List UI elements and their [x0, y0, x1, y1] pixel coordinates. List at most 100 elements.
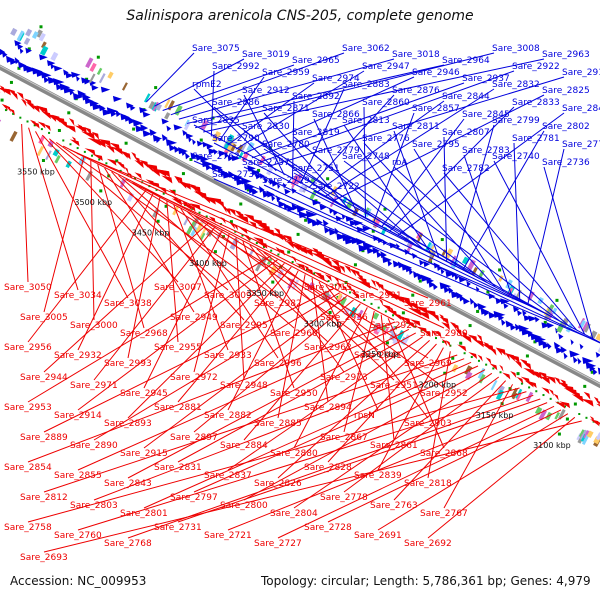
feature-box	[416, 233, 423, 244]
reverse-gene-arrow	[583, 391, 591, 400]
reverse-label-line	[93, 358, 465, 501]
forward-label-line	[243, 166, 545, 314]
tick-dot	[62, 139, 65, 142]
forward-gene-arrow	[579, 343, 584, 350]
tick-dot	[525, 354, 529, 358]
forward-label-line	[543, 166, 594, 339]
forward-label-line	[493, 160, 586, 335]
reverse-gene-arrow	[271, 232, 284, 241]
forward-label-line	[146, 52, 195, 103]
tick-dot	[528, 386, 531, 389]
reverse-gene-arrow	[234, 210, 242, 219]
reverse-label-line	[201, 218, 429, 359]
forward-gene-arrow	[291, 203, 300, 211]
forward-gene-arrow	[477, 302, 487, 310]
reverse-gene-label: Sare_2801	[120, 509, 168, 519]
reverse-label-line	[90, 160, 95, 321]
forward-gene-label: Sare_2795	[412, 140, 460, 150]
feature-box	[36, 145, 45, 157]
forward-gene-arrow	[500, 298, 510, 305]
forward-label-line	[210, 70, 215, 137]
forward-gene-arrow	[258, 185, 265, 193]
reverse-gene-arrow	[554, 377, 561, 386]
reverse-gene-arrow	[563, 387, 578, 396]
forward-gene-label: Sare_2964	[442, 56, 490, 66]
tick-dot	[270, 249, 273, 252]
reverse-label-line	[387, 318, 445, 449]
reverse-label-line	[127, 394, 534, 539]
forward-gene-arrow	[534, 335, 546, 343]
tick-dot	[555, 298, 559, 302]
tick-dot	[499, 371, 502, 374]
forward-gene-arrow	[341, 213, 346, 220]
tick-dot	[573, 402, 577, 406]
reverse-gene-label: Sare_3050	[4, 283, 52, 293]
tick-dot	[413, 325, 416, 328]
reverse-gene-arrow	[422, 309, 437, 318]
reverse-gene-arrow	[224, 207, 231, 216]
forward-gene-arrow	[92, 103, 104, 111]
reverse-gene-label: Sare_2982	[254, 299, 302, 309]
tick-dot	[305, 268, 308, 271]
reverse-gene-label: Sare_2880	[270, 449, 318, 459]
tick-dot	[363, 299, 366, 302]
reverse-gene-label: Sare_2941	[354, 351, 402, 361]
forward-gene-arrow	[9, 57, 18, 65]
reverse-gene-arrow	[208, 197, 222, 206]
feature-box	[0, 117, 2, 130]
reverse-gene-arrow	[215, 199, 225, 208]
reverse-gene-label: Sare_2760	[54, 531, 102, 541]
forward-gene-arrow	[469, 297, 475, 305]
reverse-gene-arrow	[188, 185, 201, 194]
feature-box	[356, 309, 364, 320]
tick-label: 3450 kbp	[132, 228, 170, 237]
forward-label-line	[259, 70, 515, 163]
forward-label-line	[213, 106, 342, 206]
feature-box	[505, 279, 513, 290]
reverse-label-line	[327, 343, 437, 463]
reverse-label-line	[43, 222, 209, 373]
forward-gene-arrow	[168, 144, 176, 152]
tick-dot	[239, 202, 243, 206]
tick-dot	[105, 162, 108, 165]
forward-gene-arrow	[84, 97, 94, 105]
forward-gene-arrow	[129, 104, 136, 111]
forward-gene-arrow	[262, 190, 270, 198]
forward-gene-arrow	[417, 273, 426, 281]
tick-label: 3150 kbp	[476, 411, 514, 420]
reverse-gene-label: Sare_2831	[154, 463, 202, 473]
reverse-gene-arrow	[331, 259, 340, 268]
forward-gene-arrow	[255, 173, 262, 180]
tick-dot	[476, 309, 480, 313]
feature-box	[406, 242, 414, 252]
reverse-label-line	[127, 262, 285, 419]
tick-dot	[229, 220, 233, 224]
forward-gene-arrow	[513, 306, 520, 313]
forward-gene-arrow	[100, 86, 111, 93]
reverse-gene-arrow	[37, 106, 48, 115]
reverse-gene-arrow	[303, 265, 310, 273]
feature-box	[246, 141, 255, 152]
tick-dot	[19, 116, 22, 119]
reverse-gene-label: Sare_2758	[4, 523, 52, 533]
reverse-gene-arrow	[243, 213, 255, 222]
tick-dot	[41, 159, 45, 162]
reverse-gene-label: Sare_2861	[370, 441, 418, 451]
reverse-gene-arrow	[249, 218, 263, 227]
reverse-gene-arrow	[243, 234, 250, 242]
reverse-gene-arrow	[441, 339, 448, 347]
feature-box	[579, 320, 586, 328]
forward-gene-arrow	[542, 341, 551, 349]
forward-gene-arrow	[14, 57, 20, 65]
tick-dot	[132, 127, 136, 131]
feature-box	[16, 30, 25, 41]
reverse-gene-arrow	[489, 363, 498, 371]
feature-box	[516, 393, 522, 401]
reverse-gene-label: Sare_2953	[4, 403, 52, 413]
reverse-gene-arrow	[9, 108, 15, 116]
feature-box	[538, 409, 547, 421]
forward-gene-label: Sare_2963	[542, 50, 590, 60]
reverse-gene-arrow	[351, 291, 360, 299]
reverse-gene-arrow	[178, 181, 191, 190]
reverse-gene-label: Sare_2889	[20, 433, 68, 443]
